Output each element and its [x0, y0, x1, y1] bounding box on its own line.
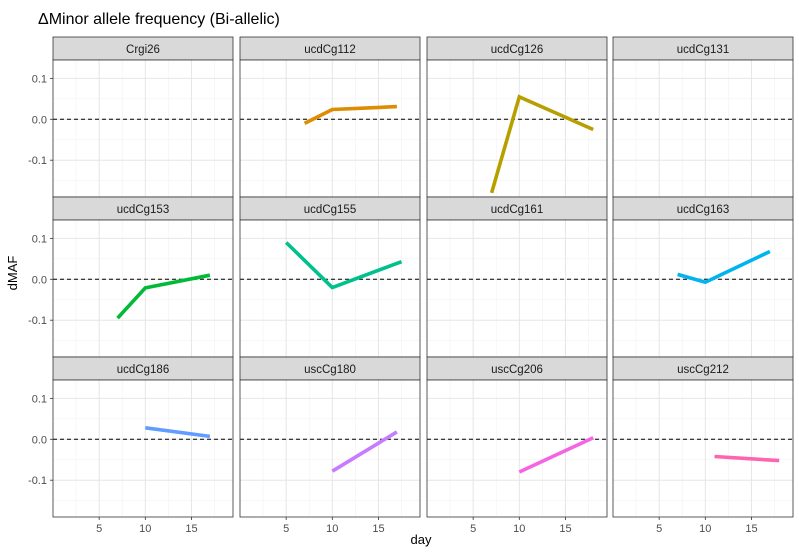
x-tick-label: 15 — [745, 523, 757, 535]
panel-background — [240, 60, 420, 197]
x-tick-label: 10 — [139, 523, 151, 535]
y-tick-label: -0.1 — [28, 315, 47, 327]
panel-background — [427, 60, 607, 197]
facet-strip-label: ucdCg153 — [117, 204, 169, 216]
series-line — [116, 273, 211, 320]
facet-panel: ucdCg126 — [426, 36, 608, 198]
panel-background — [427, 380, 607, 517]
facet-panel: ucdCg163 — [612, 196, 794, 358]
facet-panel: ucdCg155 — [239, 196, 421, 358]
facet-panel: ucdCg131 — [612, 36, 794, 198]
facet-strip-label: ucdCg186 — [117, 364, 169, 376]
facet-panel: ucdCg112 — [239, 36, 421, 198]
panel-border — [612, 379, 794, 518]
y-tick-label: 0.1 — [32, 233, 47, 245]
facet-strip-label: ucdCg155 — [304, 204, 356, 216]
x-tick-label: 5 — [656, 523, 662, 535]
x-tick-label: 5 — [283, 523, 289, 535]
facet-strip-label: ucdCg163 — [677, 204, 729, 216]
panel-background — [613, 220, 793, 357]
x-axis-title: day — [411, 532, 432, 547]
facet-panel: ucdCg186 0.1 0.0 -0.1 5 10 15 — [28, 356, 234, 535]
series-line — [331, 430, 398, 473]
facet-strip-label: Crgi26 — [126, 44, 160, 56]
facet-strip-label: uscCg206 — [491, 364, 543, 376]
series-line — [489, 94, 594, 194]
facet-strip-label: ucdCg126 — [491, 44, 543, 56]
panel-border — [239, 379, 421, 518]
chart-title: ΔMinor allele frequency (Bi-allelic) — [38, 11, 280, 28]
facet-panel: uscCg212 5 10 15 — [612, 356, 794, 535]
panel-border — [52, 379, 234, 518]
y-tick-label: 0.0 — [32, 114, 47, 126]
panel-background — [427, 220, 607, 357]
x-tick-label: 15 — [372, 523, 384, 535]
facet-strip-label: ucdCg161 — [491, 204, 543, 216]
facet-panel: uscCg206 5 10 15 — [426, 356, 608, 535]
panel-background — [240, 220, 420, 357]
series-line — [284, 241, 403, 290]
panel-background — [613, 60, 793, 197]
facet-panel: ucdCg153 0.1 0.0 -0.1 — [28, 196, 234, 358]
x-tick-label: 10 — [326, 523, 338, 535]
y-axis-title: dMAF — [5, 256, 20, 291]
facet-panel: uscCg180 5 10 15 — [239, 356, 421, 535]
x-tick-label: 15 — [559, 523, 571, 535]
y-tick-label: 0.0 — [32, 434, 47, 446]
x-tick-label: 5 — [470, 523, 476, 535]
panel-border — [426, 379, 608, 518]
y-tick-label: 0.0 — [32, 274, 47, 286]
panel-background — [53, 60, 233, 197]
y-tick-label: 0.1 — [32, 73, 47, 85]
facet-panels: Crgi26 0.1 0.0 -0.1 ucdCg112 ucdCg126 ucdCg131… — [28, 36, 794, 535]
series-line — [145, 426, 211, 439]
x-tick-label: 10 — [699, 523, 711, 535]
series-line — [714, 454, 780, 463]
series-line — [677, 249, 771, 285]
y-tick-label: -0.1 — [28, 155, 47, 167]
x-tick-label: 10 — [513, 523, 525, 535]
x-tick-label: 15 — [185, 523, 197, 535]
y-tick-label: 0.1 — [32, 393, 47, 405]
panel-background — [613, 380, 793, 517]
facet-strip-label: ucdCg131 — [677, 44, 729, 56]
panel-background — [240, 380, 420, 517]
x-tick-label: 5 — [96, 523, 102, 535]
y-tick-label: -0.1 — [28, 475, 47, 487]
facet-panel: ucdCg161 — [426, 196, 608, 358]
facet-strip-label: ucdCg112 — [304, 44, 356, 56]
series-line — [518, 436, 594, 474]
series-line — [303, 104, 397, 126]
facet-strip-label: uscCg180 — [304, 364, 356, 376]
facet-panel: Crgi26 0.1 0.0 -0.1 — [28, 36, 234, 198]
panel-background — [53, 380, 233, 517]
facet-strip-label: uscCg212 — [677, 364, 729, 376]
